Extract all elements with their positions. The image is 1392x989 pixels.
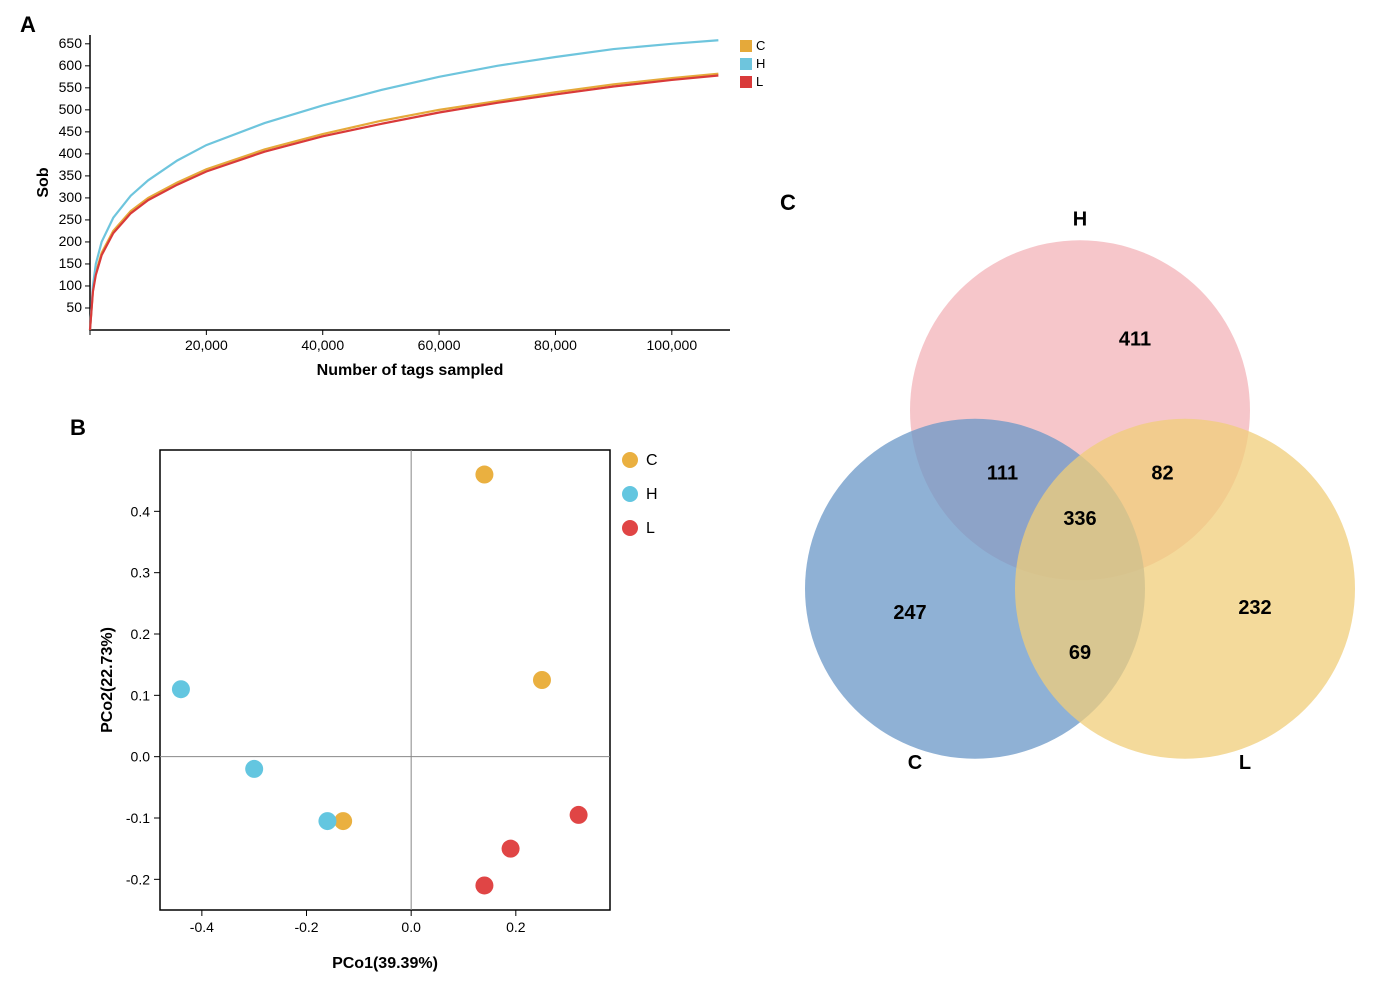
legend-swatch-H — [740, 58, 752, 70]
point-H — [318, 812, 336, 830]
svg-text:PCo2(22.73%): PCo2(22.73%) — [99, 627, 116, 733]
svg-text:350: 350 — [59, 167, 83, 183]
svg-text:650: 650 — [59, 35, 83, 51]
point-C — [475, 466, 493, 484]
svg-text:500: 500 — [59, 101, 83, 117]
venn-hc: 111 — [987, 463, 1018, 485]
svg-text:0.2: 0.2 — [506, 919, 526, 935]
svg-text:-0.2: -0.2 — [126, 871, 150, 887]
legend-swatch-L — [740, 76, 752, 88]
svg-text:250: 250 — [59, 211, 83, 227]
svg-text:150: 150 — [59, 255, 83, 271]
svg-text:400: 400 — [59, 145, 83, 161]
svg-text:550: 550 — [59, 79, 83, 95]
svg-text:60,000: 60,000 — [418, 337, 461, 353]
svg-text:0.1: 0.1 — [131, 687, 151, 703]
svg-text:0.2: 0.2 — [131, 626, 151, 642]
legend-dot-H — [622, 486, 638, 502]
pcoa-scatter: -0.4 -0.2 0.0 0.2 -0.2 -0.1 0.0 0.1 0.2 0.3 0.4 PCo… — [90, 430, 700, 980]
legend-swatch-C — [740, 40, 752, 52]
venn-label-h: H — [1073, 208, 1087, 230]
svg-text:-0.2: -0.2 — [294, 919, 318, 935]
svg-text:20,000: 20,000 — [185, 337, 228, 353]
svg-text:PCo1(39.39%): PCo1(39.39%) — [332, 955, 438, 972]
point-C — [334, 812, 352, 830]
svg-text:Number of tags sampled: Number of tags sampled — [317, 362, 504, 379]
svg-text:0.3: 0.3 — [131, 565, 151, 581]
svg-text:0.0: 0.0 — [401, 919, 421, 935]
rarefaction-chart: 50 100 150 200 250 300 350 400 450 500 550 600 650 20… — [30, 20, 800, 400]
venn-c-only: 247 — [893, 602, 926, 624]
venn-h-only: 411 — [1119, 328, 1151, 350]
svg-text:80,000: 80,000 — [534, 337, 577, 353]
svg-text:50: 50 — [66, 299, 82, 315]
venn-hl: 82 — [1151, 463, 1173, 485]
legend-text-C: C — [646, 452, 658, 469]
venn-circle-l — [1015, 419, 1355, 759]
svg-text:40,000: 40,000 — [301, 337, 344, 353]
svg-text:Sob: Sob — [35, 167, 52, 197]
venn-l-only: 232 — [1238, 597, 1271, 619]
point-C — [533, 671, 551, 689]
point-L — [570, 806, 588, 824]
legend-label-H: H — [756, 56, 765, 71]
svg-text:600: 600 — [59, 57, 83, 73]
legend-dot-L — [622, 520, 638, 536]
point-L — [475, 876, 493, 894]
series-C — [90, 74, 718, 330]
svg-text:0.0: 0.0 — [131, 749, 151, 765]
svg-text:100: 100 — [59, 277, 83, 293]
svg-text:300: 300 — [59, 189, 83, 205]
svg-text:100,000: 100,000 — [647, 337, 698, 353]
series-L — [90, 76, 718, 330]
point-L — [502, 840, 520, 858]
venn-label-c: C — [908, 752, 922, 774]
svg-text:-0.1: -0.1 — [126, 810, 150, 826]
svg-text:-0.4: -0.4 — [190, 919, 214, 935]
svg-text:0.4: 0.4 — [131, 503, 151, 519]
panel-b-label: B — [70, 415, 86, 441]
venn-diagram: 411 247 232 111 82 69 336 H C L — [770, 150, 1390, 850]
legend-label-C: C — [756, 38, 765, 53]
legend-label-L: L — [756, 74, 763, 89]
legend-text-H: H — [646, 486, 658, 503]
legend-text-L: L — [646, 520, 655, 537]
svg-text:450: 450 — [59, 123, 83, 139]
point-H — [245, 760, 263, 778]
point-H — [172, 680, 190, 698]
venn-label-l: L — [1239, 752, 1251, 774]
venn-center: 336 — [1063, 508, 1096, 530]
venn-cl: 69 — [1069, 642, 1091, 664]
svg-text:200: 200 — [59, 233, 83, 249]
legend-dot-C — [622, 452, 638, 468]
